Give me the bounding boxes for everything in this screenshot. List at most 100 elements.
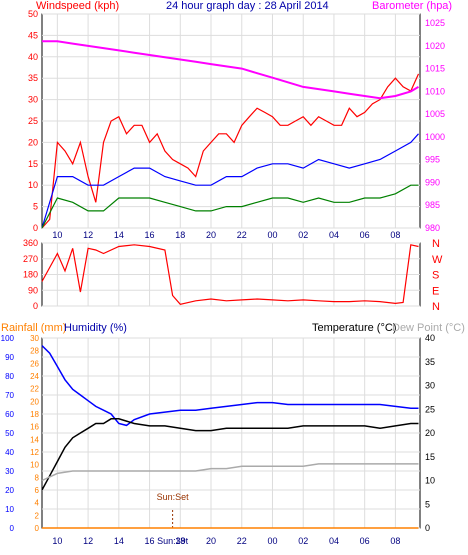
temp-x-tick-label: 00 [267, 536, 277, 546]
wind-tick-label: 35 [28, 73, 38, 83]
wind-tick-label: 20 [28, 137, 38, 147]
humidity-tick-label: 4 [35, 499, 40, 508]
temperature-tick-label: 15 [425, 452, 435, 462]
wind-x-tick-label: 14 [114, 230, 124, 240]
wind-x-tick-label: 22 [237, 230, 247, 240]
humidity-tick-label: 16 [30, 423, 39, 432]
rainfall-axis-title: Rainfall (mm) [1, 322, 66, 334]
barometer-axis-title: Barometer (hpa) [372, 0, 452, 12]
barometer-tick-label: 1025 [425, 18, 445, 28]
rain-tick-label: 0 [10, 524, 15, 533]
compass-label: E [432, 285, 439, 297]
rain-tick-label: 10 [5, 505, 14, 514]
humidity-tick-label: 0 [35, 524, 40, 533]
rain-tick-label: 70 [5, 391, 14, 400]
dewpoint-axis-title: Dew Point (°C) [392, 322, 465, 334]
temp-x-tick-label: Sun:39t [157, 536, 189, 546]
wind-x-tick-label: 20 [206, 230, 216, 240]
barometer-tick-label: 985 [425, 200, 440, 210]
wind-x-tick-label: 10 [52, 230, 62, 240]
temperature-tick-label: 35 [425, 357, 435, 367]
temp-x-tick-label: 20 [206, 536, 216, 546]
humidity-tick-label: 8 [35, 473, 40, 482]
humidity-tick-label: 22 [30, 385, 39, 394]
wind-series-windspeed-kph- [41, 73, 420, 229]
wind-tick-label: 10 [28, 180, 38, 190]
wind-tick-label: 5 [33, 202, 38, 212]
wind-x-tick-label: 04 [329, 230, 339, 240]
barometer-tick-label: 995 [425, 155, 440, 165]
temp-x-tick-label: 04 [329, 536, 339, 546]
wind-x-tick-label: 06 [360, 230, 370, 240]
compass-label: N [432, 238, 440, 250]
humidity-tick-label: 6 [35, 486, 40, 495]
humidity-tick-label: 28 [30, 347, 39, 356]
windspeed-axis-title: Windspeed (kph) [36, 0, 119, 12]
temp-x-tick-label: 12 [83, 536, 93, 546]
rain-tick-label: 60 [5, 410, 14, 419]
sunset-annotation: Sun:Set [157, 492, 190, 502]
temperature-tick-label: 40 [425, 333, 435, 343]
wind-tick-label: 50 [28, 9, 38, 19]
temp-series-dew-point-c- [41, 463, 419, 482]
barometer-tick-label: 1015 [425, 64, 445, 74]
wind-x-tick-label: 08 [390, 230, 400, 240]
barometer-tick-label: 1010 [425, 86, 445, 96]
wind-x-tick-label: 02 [298, 230, 308, 240]
chart-title: 24 hour graph day : 28 April 2014 [166, 0, 329, 12]
temp-x-tick-label: 10 [52, 536, 62, 546]
temp-series-humidity- [41, 345, 419, 427]
direction-tick-label: 0 [33, 301, 38, 311]
humidity-tick-label: 30 [30, 334, 39, 343]
barometer-tick-label: 990 [425, 177, 440, 187]
temp-x-tick-label: 02 [298, 536, 308, 546]
humidity-tick-label: 20 [30, 397, 39, 406]
compass-label: S [432, 270, 439, 282]
rain-tick-label: 50 [5, 429, 14, 438]
wind-series-average-wind-kph- [41, 184, 419, 229]
barometer-tick-label: 1005 [425, 109, 445, 119]
wind-x-tick-label: 16 [145, 230, 155, 240]
wind-tick-label: 25 [28, 116, 38, 126]
direction-tick-label: 180 [23, 270, 38, 280]
wind-tick-label: 0 [33, 223, 38, 233]
humidity-tick-label: 14 [30, 435, 39, 444]
compass-label: N [432, 301, 440, 313]
temp-x-tick-label: 08 [390, 536, 400, 546]
direction-tick-label: 360 [23, 238, 38, 248]
rain-tick-label: 30 [5, 467, 14, 476]
temp-x-tick-label: 18 [175, 536, 185, 546]
temperature-tick-label: 10 [425, 476, 435, 486]
temperature-tick-label: 5 [425, 499, 430, 509]
humidity-tick-label: 26 [30, 359, 39, 368]
humidity-tick-label: 12 [30, 448, 39, 457]
direction-series [41, 244, 419, 305]
barometer-tick-label: 1020 [425, 41, 445, 51]
temperature-tick-label: 25 [425, 404, 435, 414]
temperature-tick-label: 0 [425, 523, 430, 533]
humidity-tick-label: 10 [30, 461, 39, 470]
temp-x-tick-label: 22 [237, 536, 247, 546]
humidity-tick-label: 18 [30, 410, 39, 419]
temperature-tick-label: 30 [425, 381, 435, 391]
wind-x-tick-label: 00 [267, 230, 277, 240]
temp-x-tick-label: 06 [360, 536, 370, 546]
barometer-tick-label: 980 [425, 223, 440, 233]
temp-series-temperature-c- [41, 418, 419, 491]
wind-series-barometer-hpa- [42, 40, 420, 100]
rain-tick-label: 80 [5, 372, 14, 381]
humidity-tick-label: 24 [30, 372, 39, 381]
barometer-tick-label: 1000 [425, 132, 445, 142]
humidity-axis-title: Humidity (%) [64, 322, 127, 334]
wind-tick-label: 30 [28, 95, 38, 105]
humidity-tick-label: 2 [35, 511, 40, 520]
wind-x-tick-label: 18 [175, 230, 185, 240]
wind-tick-label: 15 [28, 159, 38, 169]
rain-tick-label: 90 [5, 353, 14, 362]
wind-x-tick-label: 12 [83, 230, 93, 240]
direction-tick-label: 270 [23, 254, 38, 264]
wind-tick-label: 40 [28, 52, 38, 62]
temp-x-tick-label: 14 [114, 536, 124, 546]
rain-tick-label: 20 [5, 486, 14, 495]
